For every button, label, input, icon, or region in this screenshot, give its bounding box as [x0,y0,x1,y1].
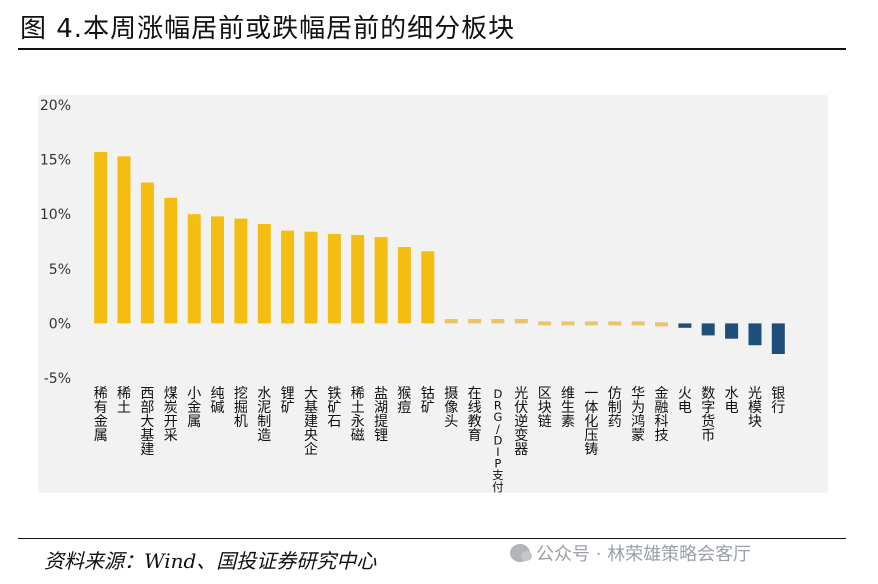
bar-12 [374,237,388,324]
x-tick-label: 盐湖提锂 [374,386,388,444]
x-tick-label: 小金属 [187,386,201,430]
watermark-text: 公众号 · 林荣雄策略会客厅 [536,544,752,565]
title-rule [18,48,846,50]
x-tick-label: 光模块 [748,386,762,430]
x-tick-label: 铁矿石 [327,386,341,430]
bar-18 [514,319,528,324]
figure-title: 图 4.本周涨幅居前或跌幅居前的细分板块 [20,14,516,44]
bar-2 [140,182,154,324]
y-tick-label: -5% [44,371,71,387]
source-rule [18,538,846,539]
source-note: 资料来源：Wind、国投证券研究中心 [44,549,377,573]
bar-19 [538,321,552,326]
x-tick-label: 稀土永磁 [351,386,365,444]
x-tick-label: 区块链 [538,386,552,430]
x-tick-label: 银行 [771,386,785,416]
x-tick-label: 水泥制造 [257,386,271,444]
x-tick-label: 在线教育 [468,386,482,444]
bar-20 [561,321,575,326]
x-axis-labels: 稀有金属稀土西部大基建煤炭开采小金属纯碱挖掘机水泥制造锂矿大基建央企铁矿石稀土永… [94,386,786,493]
x-tick-label: 火电 [678,386,692,416]
x-tick-label: 金融科技 [655,386,669,444]
bar-10 [327,233,341,324]
x-tick-label: 摄像头 [444,386,458,430]
x-tick-label: 数字货币 [701,386,715,444]
bar-4 [187,214,201,324]
bar-22 [608,321,622,326]
x-tick-label: 维生素 [561,386,575,430]
x-tick-label: 稀土 [117,386,131,416]
bar-29 [771,323,785,354]
x-tick-label: 钴矿 [421,386,435,416]
y-tick-label: 0% [49,316,71,332]
x-tick-label: 煤炭开采 [164,386,178,444]
x-tick-label: 挖掘机 [234,386,248,430]
bar-26 [701,323,715,336]
x-tick-label: 一体化压铸 [584,386,598,458]
bar-1 [117,156,131,324]
bar-13 [397,247,411,324]
bar-chart: -5% 0% 5% 10% 15% 20% 稀有金属稀土西部大基建煤炭开采小金属纯碱挖掘机… [40,98,786,493]
x-tick-label: 光伏逆变器 [514,386,528,458]
bar-5 [211,216,224,324]
x-tick-label: 锂矿 [281,386,295,416]
x-tick-label: D R G / D I P 支付 [492,387,504,493]
bar-24 [655,322,668,327]
bar-28 [748,323,762,346]
bar-17 [491,319,505,324]
bar-15 [444,319,458,324]
x-tick-label: 水电 [725,386,739,416]
y-tick-label: 20% [40,98,71,114]
chart-area: -5% 0% 5% 10% 15% 20% 稀有金属 稀土 西部大基建 煤炭开采 小金属 纯碱 挖掘机… [38,95,828,493]
y-tick-label: 10% [40,207,71,223]
bar-16 [468,319,482,324]
bar-3 [164,197,178,324]
bar-23 [631,321,645,326]
x-tick-label: 仿制药 [608,386,622,430]
bar-9 [304,231,318,324]
bar-7 [257,224,271,324]
x-tick-label: 猴痘 [397,386,411,416]
bar-11 [351,234,365,324]
bar-8 [281,230,295,324]
y-tick-label: 15% [40,153,71,169]
wechat-icon [510,544,532,562]
bar-14 [421,251,435,324]
watermark: 公众号 · 林荣雄策略会客厅 [510,540,751,566]
bars [94,152,785,354]
x-tick-label: 西部大基建 [140,386,154,458]
x-tick-label: 华为鸿蒙 [631,386,645,444]
bar-25 [678,323,692,328]
bar-21 [584,321,598,326]
bar-0 [94,152,108,324]
bar-6 [234,218,248,324]
x-tick-label: 稀有金属 [94,386,108,444]
bar-27 [725,323,739,339]
y-tick-label: 5% [49,262,71,278]
x-tick-label: 纯碱 [211,386,225,416]
x-tick-label: 大基建央企 [304,386,318,458]
y-axis: -5% 0% 5% 10% 15% 20% [40,98,71,387]
